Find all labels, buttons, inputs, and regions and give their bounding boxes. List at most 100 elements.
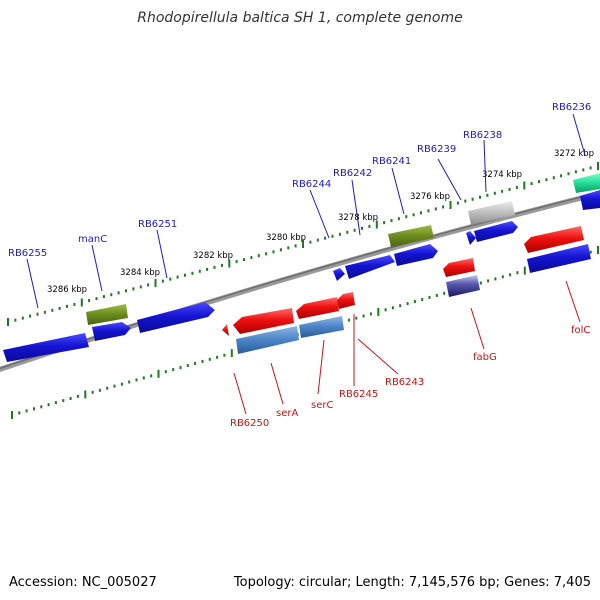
- gene-rb6241[interactable]: [388, 225, 434, 247]
- minor-tick: [132, 287, 135, 291]
- major-tick: [84, 390, 87, 399]
- minor-tick: [62, 399, 65, 403]
- gene-label-rb6245[interactable]: RB6245: [339, 389, 378, 400]
- gene-rb6250[interactable]: [222, 324, 229, 336]
- gene-label-rb6242[interactable]: RB6242: [333, 168, 372, 179]
- gene-label-rb6243[interactable]: RB6243: [385, 377, 424, 388]
- gene-rb6238[interactable]: [468, 201, 515, 225]
- minor-tick: [582, 168, 585, 172]
- forward-genes: [3, 173, 600, 362]
- minor-tick: [73, 302, 76, 306]
- gene-sera[interactable]: [233, 308, 294, 334]
- minor-tick: [545, 178, 548, 182]
- gene-label-rb6241[interactable]: RB6241: [372, 156, 411, 167]
- minor-tick: [184, 273, 186, 277]
- minor-tick: [406, 302, 409, 306]
- minor-tick: [88, 299, 91, 303]
- minor-tick: [113, 384, 116, 388]
- gene-label-serc[interactable]: serC: [311, 400, 333, 411]
- gene-folc-blue[interactable]: [527, 244, 591, 273]
- minor-tick: [435, 293, 438, 297]
- gene-serc-steel[interactable]: [299, 316, 344, 338]
- gene-rb6244[interactable]: [345, 255, 395, 279]
- minor-tick: [194, 361, 197, 365]
- major-tick: [80, 298, 83, 307]
- scale-ticks-upper: [7, 162, 599, 326]
- minor-tick: [69, 397, 72, 400]
- scale-label: 3272 kbp: [554, 149, 594, 159]
- gene-rb6245[interactable]: [337, 292, 355, 309]
- minor-tick: [324, 236, 327, 240]
- gene-rb6255[interactable]: [3, 333, 89, 362]
- minor-tick: [353, 228, 356, 232]
- minor-tick: [91, 390, 94, 394]
- minor-tick: [347, 318, 350, 322]
- gene-teal[interactable]: [573, 173, 600, 193]
- minor-tick: [164, 370, 167, 374]
- forward-labels: RB6236 RB6238 RB6239 RB6241 RB6242 RB624…: [8, 102, 591, 259]
- minor-tick: [574, 170, 577, 174]
- scale-label: 3286 kbp: [47, 285, 87, 295]
- scale-label: 3274 kbp: [482, 170, 522, 180]
- gene-label-rb6255[interactable]: RB6255: [8, 248, 47, 259]
- gene-folc[interactable]: [524, 226, 584, 253]
- gene-manc[interactable]: [86, 304, 128, 325]
- major-tick: [154, 279, 157, 287]
- gene-mannose-blue[interactable]: [92, 322, 131, 341]
- minor-tick: [213, 265, 216, 269]
- minor-tick: [456, 201, 459, 205]
- major-tick: [230, 349, 233, 358]
- minor-tick: [186, 364, 189, 367]
- minor-tick: [560, 174, 563, 178]
- gene-label-fabg[interactable]: fabG: [473, 352, 497, 363]
- gene-rb6242[interactable]: [394, 244, 438, 266]
- minor-tick: [120, 382, 123, 386]
- gene-label-rb6244[interactable]: RB6244: [292, 179, 331, 190]
- minor-tick: [427, 209, 430, 213]
- minor-tick: [235, 260, 238, 264]
- gene-fabg[interactable]: [443, 258, 475, 277]
- minor-tick: [399, 304, 402, 308]
- minor-tick: [117, 291, 120, 295]
- major-tick: [302, 240, 304, 248]
- gene-label-rb6251[interactable]: RB6251: [138, 219, 177, 230]
- scale-label: 3282 kbp: [193, 251, 233, 261]
- minor-tick: [509, 273, 512, 277]
- gene-label-rb6238[interactable]: RB6238: [463, 130, 502, 141]
- minor-tick: [21, 316, 24, 320]
- minor-tick: [405, 215, 408, 219]
- gene-fabg-navy[interactable]: [446, 275, 480, 297]
- gene-label-rb6236[interactable]: RB6236: [552, 102, 591, 113]
- minor-tick: [552, 176, 555, 180]
- gene-small-blue[interactable]: [333, 268, 345, 281]
- minor-tick: [95, 297, 98, 301]
- minor-tick: [464, 199, 467, 203]
- minor-tick: [413, 300, 416, 304]
- gene-rb6251[interactable]: [137, 302, 215, 333]
- minor-tick: [43, 310, 46, 314]
- minor-tick: [346, 230, 349, 234]
- gene-label-folc[interactable]: folC: [571, 325, 590, 336]
- minor-tick: [567, 172, 570, 176]
- minor-tick: [51, 308, 54, 312]
- minor-tick: [223, 353, 226, 357]
- minor-tick: [198, 269, 201, 273]
- gene-label-manc[interactable]: manC: [78, 234, 107, 245]
- gene-tiny-blue[interactable]: [466, 231, 476, 245]
- gene-sera-steel[interactable]: [236, 326, 299, 354]
- gene-rb6236[interactable]: [580, 190, 600, 210]
- minor-tick: [486, 193, 489, 197]
- gene-rb6239[interactable]: [474, 221, 518, 242]
- minor-tick: [362, 314, 365, 318]
- gene-serc[interactable]: [296, 297, 339, 319]
- gene-label-rb6239[interactable]: RB6239: [417, 144, 456, 155]
- minor-tick: [139, 285, 142, 289]
- minor-tick: [106, 386, 109, 390]
- gene-label-sera[interactable]: serA: [276, 408, 298, 419]
- minor-tick: [54, 401, 57, 405]
- minor-tick: [161, 279, 164, 283]
- genome-backbone: [0, 190, 600, 372]
- minor-tick: [150, 374, 153, 378]
- gene-label-rb6250[interactable]: RB6250: [230, 418, 269, 429]
